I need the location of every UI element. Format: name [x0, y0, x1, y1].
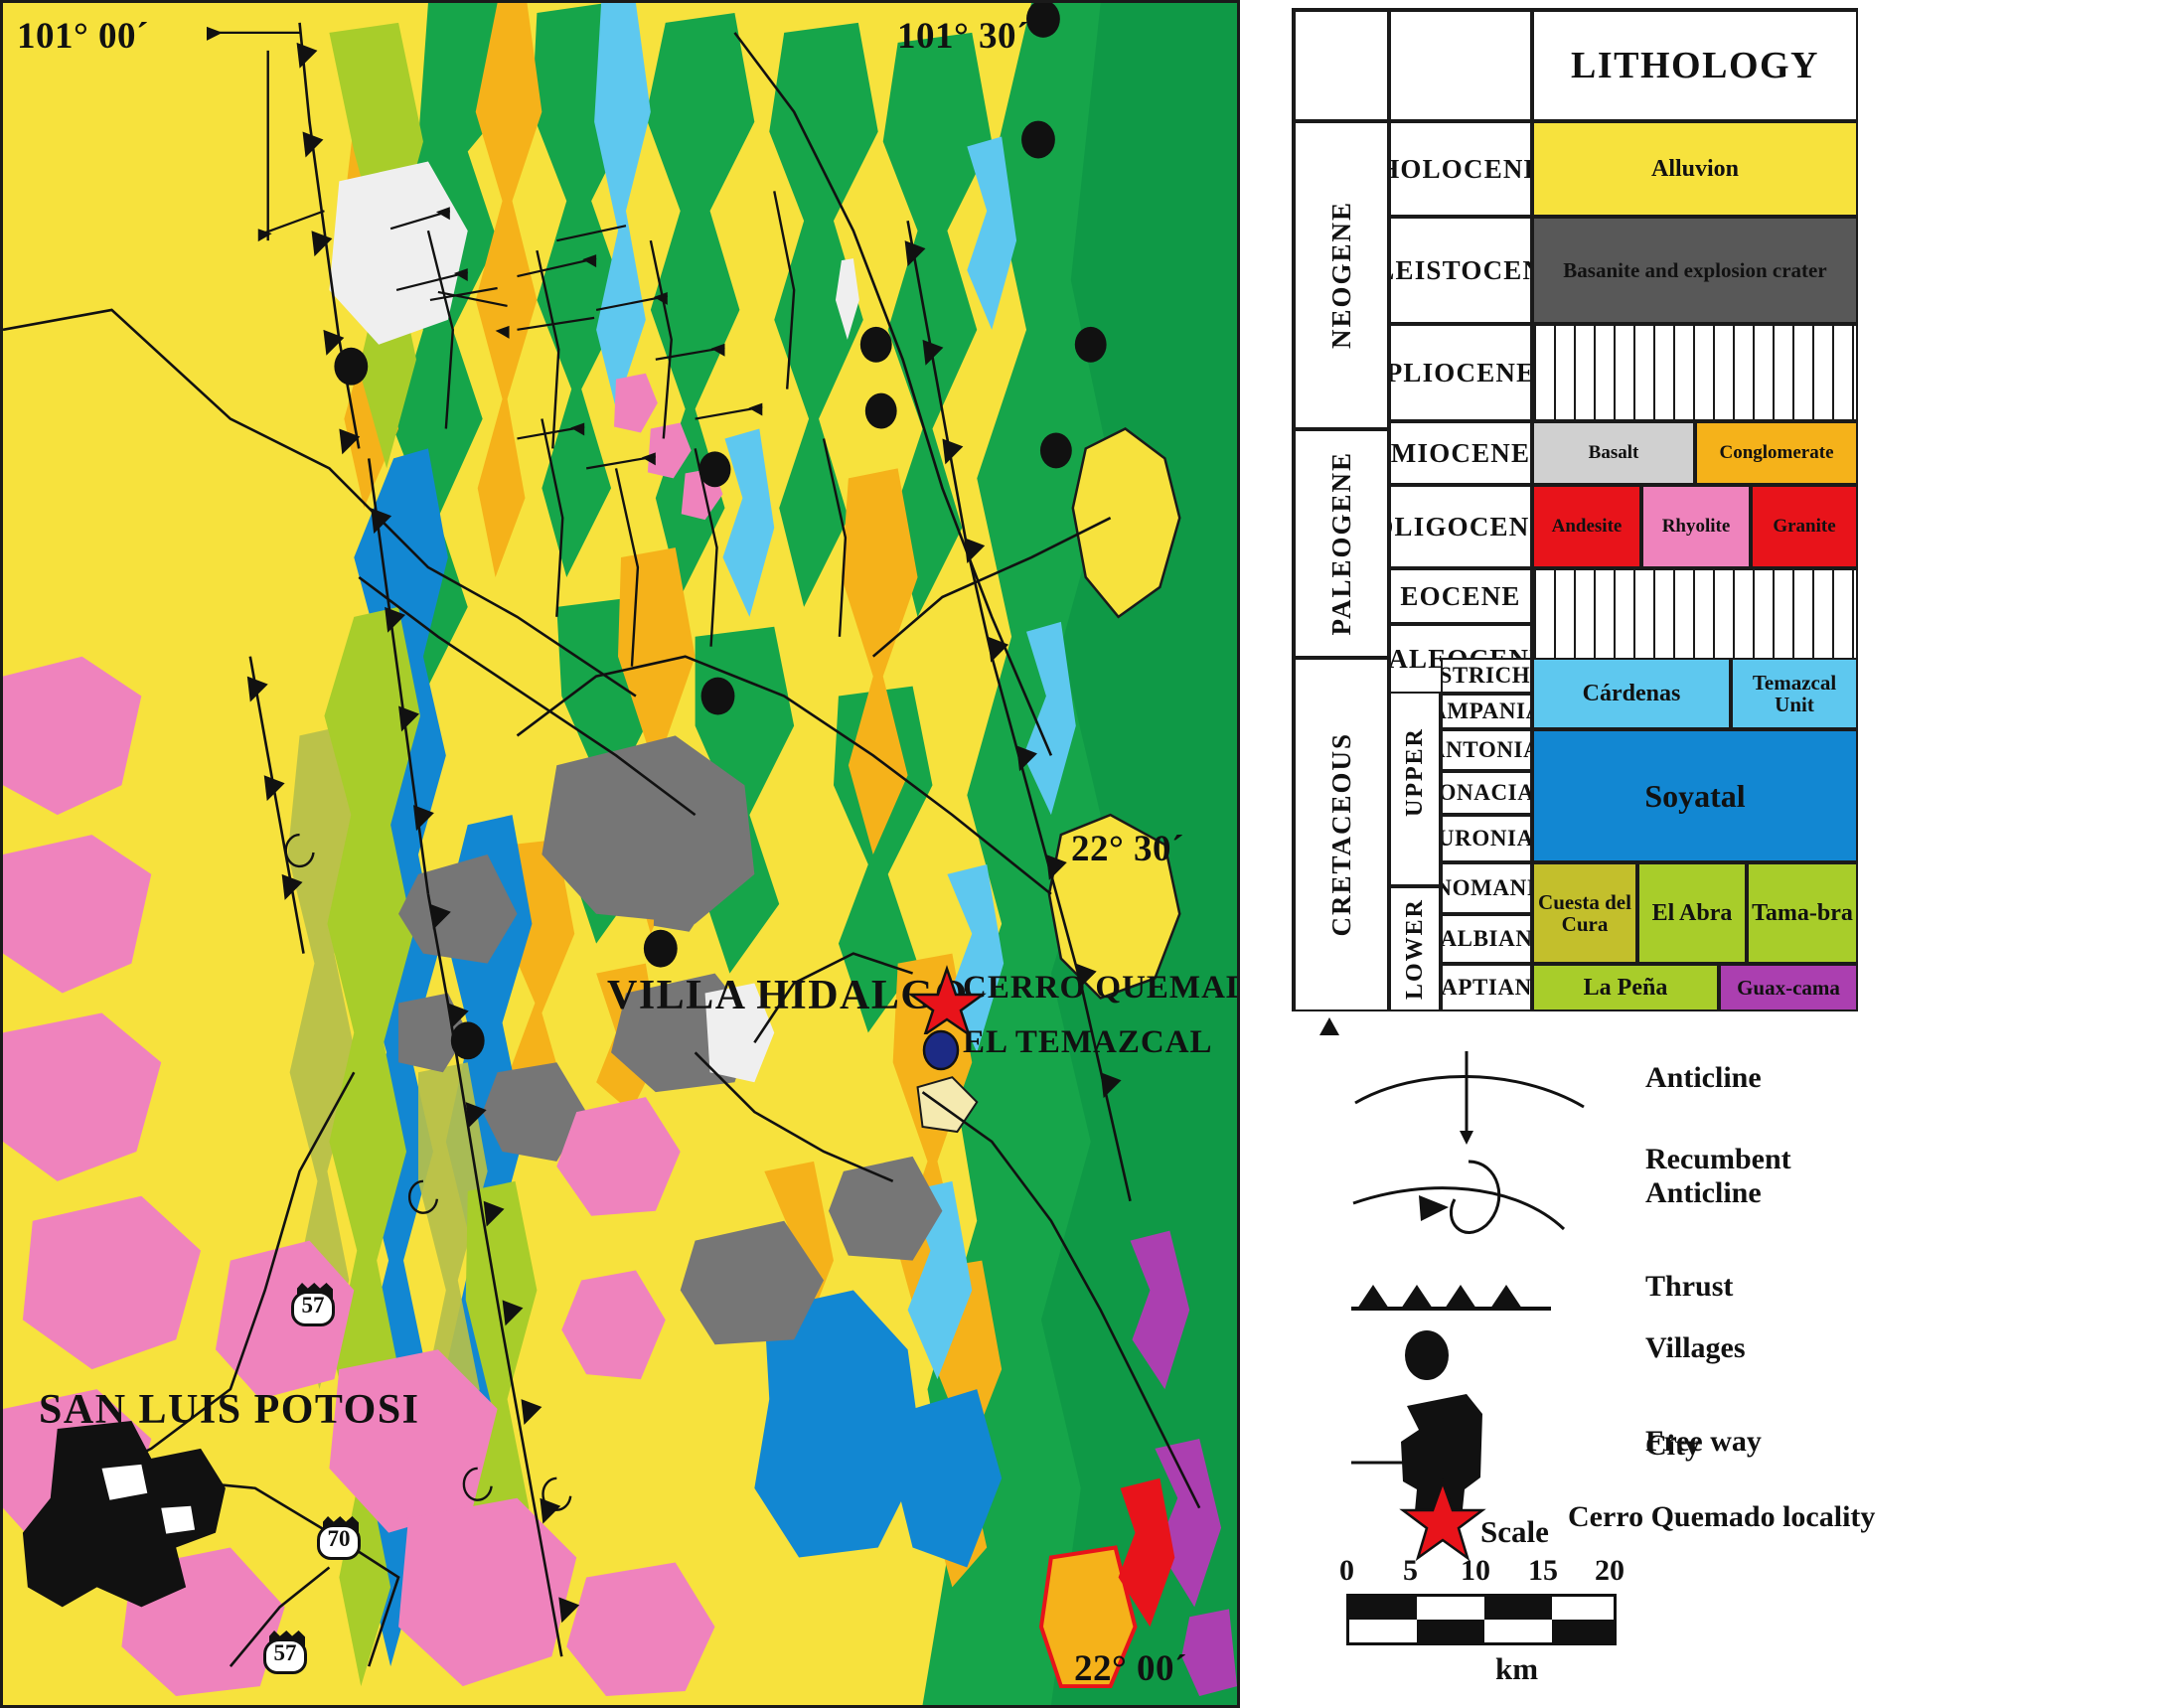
map-panel: 101° 00´ 101° 30´ 22° 30´ 22° 00´ SAN LU… [0, 0, 1240, 1708]
epoch-eocene: EOCENE [1389, 568, 1532, 624]
lithology-andesite: Andesite [1532, 485, 1641, 568]
lithology-cardenas: Cárdenas [1532, 658, 1731, 729]
header-era-blank [1294, 10, 1389, 121]
city-label: City [1645, 1429, 1700, 1462]
stage-campanian: CAMPANIAN [1441, 694, 1532, 729]
epoch-oligocene: OLIGOCENE [1389, 485, 1532, 568]
highway-number: 57 [273, 1640, 297, 1665]
scale-tick-15: 15 [1528, 1554, 1558, 1587]
series-lower: LOWER [1389, 886, 1441, 1011]
scale-title: Scale [1480, 1514, 1549, 1549]
scale-square [1417, 1620, 1484, 1642]
cerro-quemado-star-marker [907, 965, 987, 1034]
highway-shield-70: 70 [313, 1516, 365, 1562]
lithology-cuesta-del-cura: Cuesta del Cura [1532, 862, 1637, 964]
label-villa-hidalgo: VILLA HIDALGO [607, 973, 969, 1018]
legend-panel: LITHOLOGY NEOGENE PALEOGENE CRETACEOUS U… [1240, 0, 2167, 1708]
scale-square [1552, 1620, 1614, 1642]
lithology-soyatal: Soyatal [1532, 729, 1858, 862]
coord-lon-east: 101° 30´ [897, 16, 1029, 57]
village-dots [334, 3, 1107, 1060]
header-epoch-blank [1389, 10, 1532, 121]
city-polygon [22, 1421, 226, 1608]
stage-santonian: SANTONIAN [1441, 729, 1532, 771]
anticline-symbol-icon [1354, 1051, 1585, 1145]
highway-shield-57-south: 57 [259, 1630, 311, 1676]
coord-lon-west: 101° 00´ [17, 16, 149, 57]
epoch-pleistocene: PLEISTOCENE [1389, 217, 1532, 324]
lithology-granite: Granite [1751, 485, 1858, 568]
stage-cenomanian: CENOMANIAN [1441, 862, 1532, 914]
highway-shield-57-north: 57 [287, 1283, 339, 1328]
shield-plate [291, 1291, 335, 1326]
label-el-temazcal: EL TEMAZCAL [963, 1024, 1213, 1060]
stage-albian: ALBIAN [1441, 914, 1532, 964]
lithology-la-pena: La Peña [1532, 964, 1719, 1011]
stage-maastrichtian: MAASTRICHTIAN [1441, 658, 1532, 694]
lithology-rhyolite: Rhyolite [1641, 485, 1751, 568]
label-san-luis-potosi: SAN LUIS POTOSI [39, 1387, 420, 1433]
anticline-label: Anticline [1645, 1061, 1762, 1094]
scale-unit-label: km [1495, 1651, 1539, 1686]
scale-tick-10: 10 [1461, 1554, 1490, 1587]
epoch-miocene: MIOCENE [1389, 421, 1532, 485]
shield-plate [263, 1638, 307, 1674]
city-symbol-icon [1401, 1394, 1482, 1511]
lithology-alluvion: Alluvion [1532, 121, 1858, 217]
highway-number: 57 [301, 1293, 325, 1318]
el-temazcal-crater-marker [922, 1029, 960, 1071]
thrust-symbol-icon [1351, 1285, 1551, 1311]
lithology-pliocene-hatch [1532, 324, 1858, 421]
scale-square [1484, 1597, 1552, 1620]
lithology-temazcal-unit: Temazcal Unit [1731, 658, 1858, 729]
chronostratigraphic-table: LITHOLOGY NEOGENE PALEOGENE CRETACEOUS U… [1292, 8, 1858, 1011]
shield-plate [317, 1524, 361, 1560]
lithology-tamabra: Tama-bra [1747, 862, 1858, 964]
scale-tick-0: 0 [1339, 1554, 1354, 1587]
cerro-quemado-locality-label: Cerro Quemado locality [1568, 1500, 1876, 1533]
epoch-pliocene: PLIOCENE [1389, 324, 1532, 421]
era-neogene: NEOGENE [1294, 121, 1389, 429]
era-paleogene: PALEOGENE [1294, 429, 1389, 658]
scale-tick-5: 5 [1403, 1554, 1418, 1587]
villages-label: Villages [1645, 1331, 1746, 1364]
villages-symbol-icon [1405, 1330, 1449, 1380]
era-cretaceous: CRETACEOUS [1294, 658, 1389, 1011]
scale-square [1349, 1597, 1417, 1620]
coord-lat-north: 22° 30´ [1071, 829, 1184, 869]
stage-conacian: CONACIAN [1441, 771, 1532, 815]
lithology-header: LITHOLOGY [1532, 10, 1858, 121]
map-geology-svg [3, 3, 1237, 1705]
label-cerro-quemado: CERRO QUEMADO [963, 970, 1237, 1006]
cerro-quemado-locality-symbol-icon [1399, 1478, 1486, 1562]
thrust-label: Thrust [1645, 1270, 1734, 1303]
scale-bar [1346, 1594, 1617, 1645]
stage-aptian: APTIAN [1441, 964, 1532, 1011]
lithology-basanite: Basanite and explosion crater [1532, 217, 1858, 324]
lithology-guaxcama: Guax-cama [1719, 964, 1858, 1011]
lithology-el-abra: El Abra [1637, 862, 1747, 964]
epoch-holocene: HOLOCENE [1389, 121, 1532, 217]
stage-turonian: TURONIAN [1441, 815, 1532, 862]
free-way-label: Free way [1645, 1425, 1762, 1458]
recumbent-anticline-symbol-icon [1352, 1160, 1566, 1234]
recumbent-anticline-label: Recumbent Anticline [1645, 1143, 1791, 1209]
free-way-symbol-icon [1351, 1461, 1467, 1465]
highway-number: 70 [327, 1526, 351, 1551]
scale-tick-20: 20 [1595, 1554, 1625, 1587]
stray-arrow-icon [1319, 1017, 1339, 1035]
coord-lat-south: 22° 00´ [1074, 1648, 1187, 1689]
lithology-basalt: Basalt [1532, 421, 1695, 485]
lithology-conglomerate: Conglomerate [1695, 421, 1858, 485]
